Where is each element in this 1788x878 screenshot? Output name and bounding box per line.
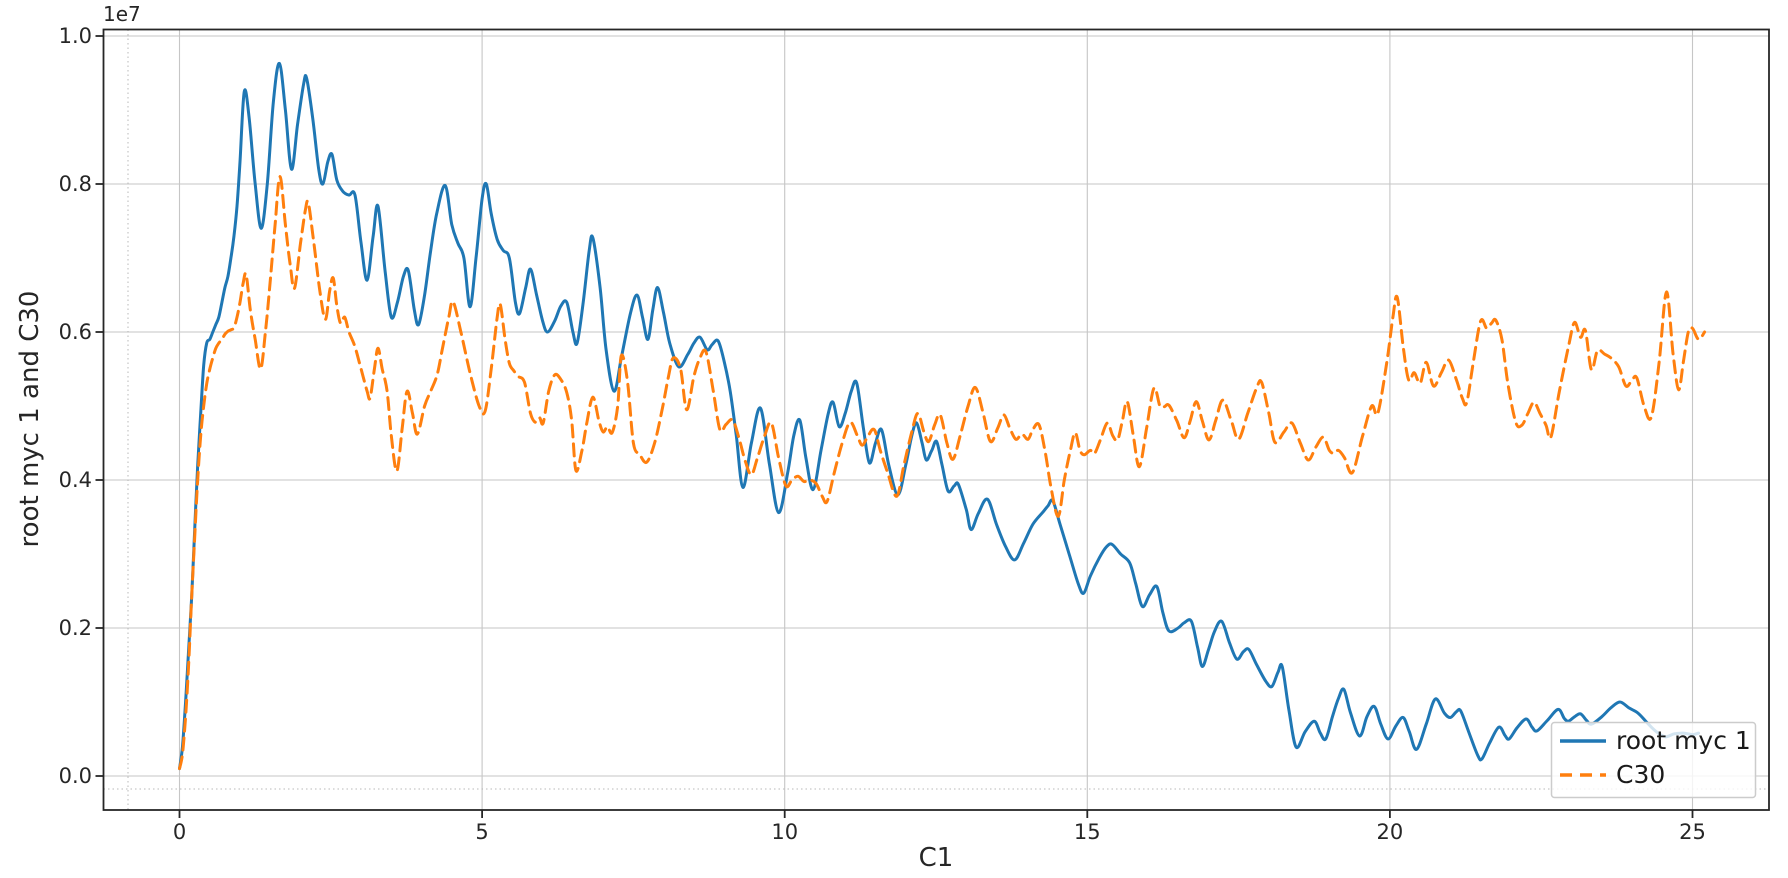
axes-layer: 0 5 10 15 20 25 0.0 0.2 0.4 0.6 0.8 1.0 1e7 C1 root… bbox=[15, 2, 1770, 873]
x-tick-label: 25 bbox=[1679, 820, 1706, 844]
x-axis-label: C1 bbox=[919, 843, 954, 873]
y-tick-label: 0.6 bbox=[59, 320, 92, 344]
series-line-c30 bbox=[178, 175, 1707, 771]
grid-layer bbox=[103, 29, 1769, 810]
x-tick-label: 5 bbox=[475, 820, 488, 844]
series-line-root-myc-1 bbox=[178, 61, 1701, 771]
y-tick-label: 0.8 bbox=[59, 172, 92, 196]
x-tick-label: 20 bbox=[1377, 820, 1404, 844]
legend-label-root-myc-1: root myc 1 bbox=[1616, 726, 1751, 755]
axes-frame bbox=[102, 28, 1770, 811]
x-tick-label: 15 bbox=[1074, 820, 1101, 844]
y-tick-label: 0.2 bbox=[59, 616, 92, 640]
y-tick-label: 0.4 bbox=[59, 468, 92, 492]
tick-layer: 0 5 10 15 20 25 0.0 0.2 0.4 0.6 0.8 1.0 bbox=[59, 24, 1706, 844]
legend-label-c30: C30 bbox=[1616, 760, 1665, 789]
axis-offset-text: 1e7 bbox=[103, 2, 141, 26]
y-tick-label: 1.0 bbox=[59, 24, 92, 48]
series-layer bbox=[178, 61, 1707, 771]
y-axis-label: root myc 1 and C30 bbox=[15, 291, 45, 548]
x-tick-label: 10 bbox=[771, 820, 798, 844]
y-tick-label: 0.0 bbox=[59, 764, 92, 788]
legend: root myc 1 C30 bbox=[1550, 721, 1757, 799]
x-tick-label: 0 bbox=[173, 820, 186, 844]
